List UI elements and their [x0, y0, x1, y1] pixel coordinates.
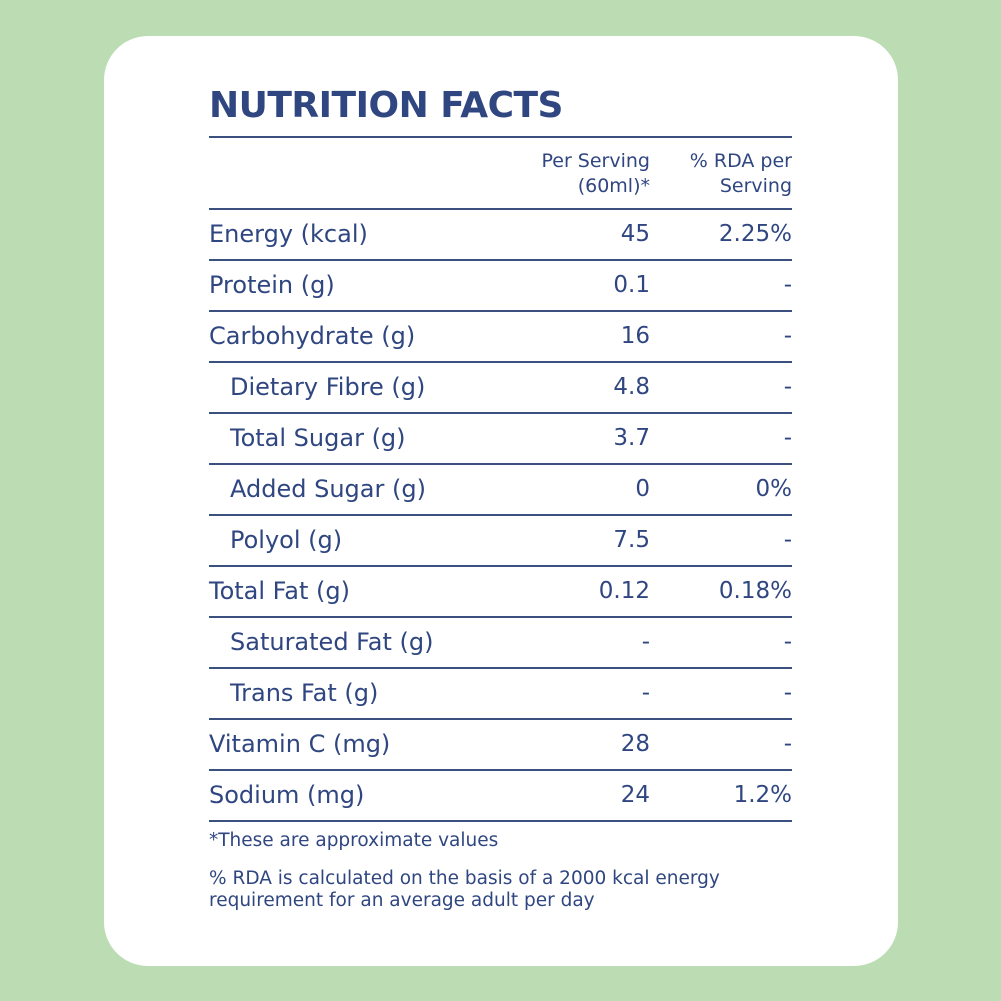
table-row: Trans Fat (g) - - — [209, 669, 792, 720]
nutrient-name: Trans Fat (g) — [230, 679, 379, 707]
rda-header-line1: % RDA per — [689, 150, 792, 172]
table-row: Total Sugar (g) 3.7 - — [209, 414, 792, 465]
per-serving-header-line2: (60ml)* — [577, 175, 650, 197]
nutrient-name: Dietary Fibre (g) — [230, 373, 426, 401]
per-serving-value: 28 — [620, 731, 650, 757]
rda-value: 0% — [755, 476, 793, 502]
rda-value: - — [783, 374, 792, 400]
nutrient-name: Saturated Fat (g) — [230, 628, 434, 656]
rda-value: - — [783, 425, 792, 451]
table-row: Energy (kcal) 45 2.25% — [209, 210, 792, 261]
rda-value: - — [783, 680, 792, 706]
rda-value: - — [783, 527, 792, 553]
nutrient-name: Vitamin C (mg) — [209, 730, 391, 758]
footnotes: *These are approximate values % RDA is c… — [209, 830, 809, 912]
per-serving-value: - — [641, 680, 650, 706]
per-serving-value: 7.5 — [613, 527, 650, 553]
nutrient-name: Sodium (mg) — [209, 781, 365, 809]
nutrient-name: Total Fat (g) — [209, 577, 350, 605]
rda-value: - — [783, 272, 792, 298]
nutrient-name: Total Sugar (g) — [230, 424, 406, 452]
table-row: Protein (g) 0.1 - — [209, 261, 792, 312]
rda-basis-note: % RDA is calculated on the basis of a 20… — [209, 868, 720, 911]
table-row: Carbohydrate (g) 16 - — [209, 312, 792, 363]
table-row: Added Sugar (g) 0 0% — [209, 465, 792, 516]
rda-header: % RDA per Serving — [652, 149, 792, 199]
per-serving-header-line1: Per Serving — [541, 150, 650, 172]
per-serving-value: 0.12 — [598, 578, 650, 604]
nutrient-name: Protein (g) — [209, 271, 335, 299]
nutrient-name: Polyol (g) — [230, 526, 343, 554]
per-serving-value: 3.7 — [613, 425, 650, 451]
per-serving-value: 0.1 — [613, 272, 650, 298]
table-row: Saturated Fat (g) - - — [209, 618, 792, 669]
rda-value: - — [783, 323, 792, 349]
rda-value: 0.18% — [718, 578, 792, 604]
approximate-values-note: *These are approximate values — [209, 830, 499, 851]
rda-value: 1.2% — [733, 782, 792, 808]
page-title: NUTRITION FACTS — [209, 85, 563, 126]
table-header: Per Serving (60ml)* % RDA per Serving — [209, 138, 792, 210]
nutrition-card — [104, 36, 898, 966]
per-serving-value: 4.8 — [613, 374, 650, 400]
table-row: Dietary Fibre (g) 4.8 - — [209, 363, 792, 414]
nutrient-name: Carbohydrate (g) — [209, 322, 416, 350]
table-row: Vitamin C (mg) 28 - — [209, 720, 792, 771]
rda-value: - — [783, 731, 792, 757]
per-serving-value: 24 — [620, 782, 650, 808]
per-serving-header: Per Serving (60ml)* — [510, 149, 650, 199]
table-row: Polyol (g) 7.5 - — [209, 516, 792, 567]
nutrition-table: Per Serving (60ml)* % RDA per Serving En… — [209, 136, 792, 822]
nutrient-name: Energy (kcal) — [209, 220, 368, 248]
rda-value: 2.25% — [718, 221, 792, 247]
per-serving-value: 16 — [620, 323, 650, 349]
table-row: Total Fat (g) 0.12 0.18% — [209, 567, 792, 618]
rda-header-line2: Serving — [719, 175, 792, 197]
per-serving-value: 0 — [635, 476, 650, 502]
table-row: Sodium (mg) 24 1.2% — [209, 771, 792, 822]
per-serving-value: - — [641, 629, 650, 655]
nutrient-name: Added Sugar (g) — [230, 475, 426, 503]
per-serving-value: 45 — [620, 221, 650, 247]
rda-value: - — [783, 629, 792, 655]
